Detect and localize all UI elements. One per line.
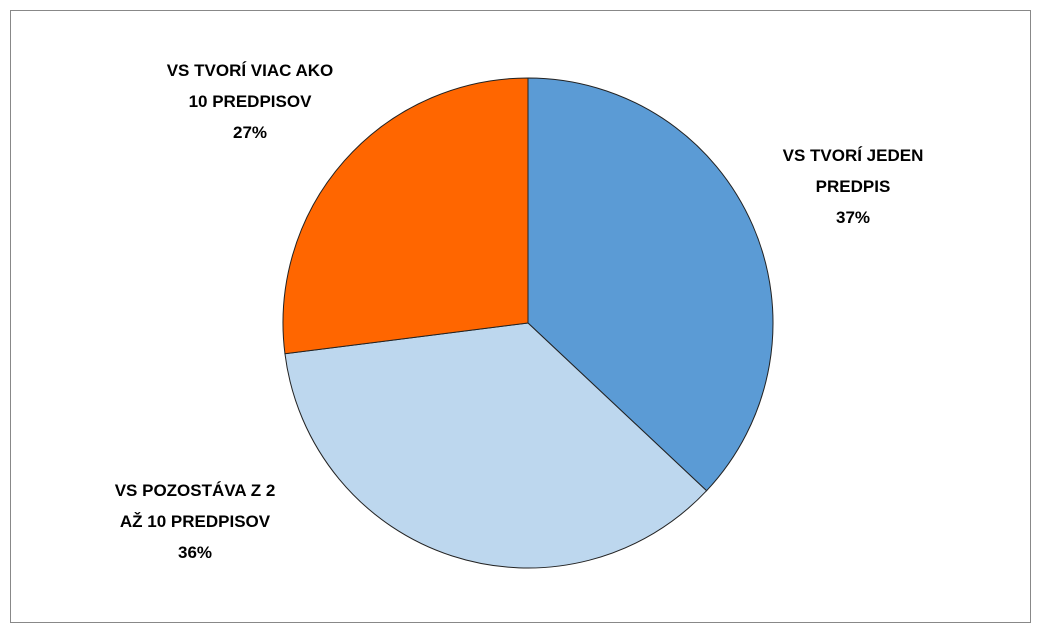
value-label: 36% <box>177 543 213 562</box>
value-label: 37% <box>835 208 871 227</box>
pie-slice <box>527 77 774 492</box>
category-label: VS TVORÍ JEDEN PREDPIS <box>782 146 924 196</box>
pie-slice <box>284 322 708 569</box>
chart-border <box>10 10 1031 623</box>
pie-slice <box>282 77 529 355</box>
data-label: VS POZOSTÁVA Z 2 AŽ 10 PREDPISOV 36% <box>106 475 284 568</box>
value-label: 27% <box>232 123 268 142</box>
category-label: VS POZOSTÁVA Z 2 AŽ 10 PREDPISOV <box>114 481 276 531</box>
data-label: VS TVORÍ JEDEN PREDPIS 37% <box>764 140 942 233</box>
category-label: VS TVORÍ VIAC AKO 10 PREDPISOV <box>166 61 334 111</box>
data-label: VS TVORÍ VIAC AKO 10 PREDPISOV 27% <box>161 55 339 148</box>
